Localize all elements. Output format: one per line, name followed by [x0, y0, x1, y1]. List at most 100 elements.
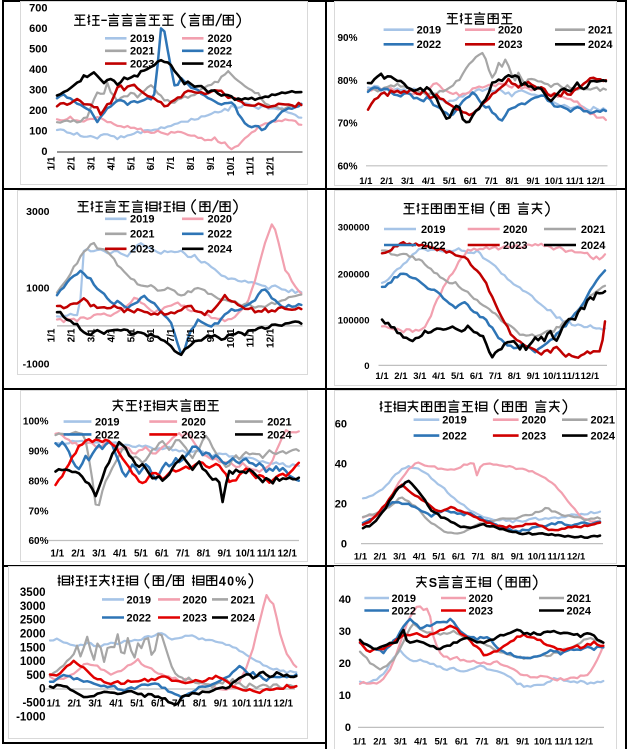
svg-text:2020: 2020	[469, 593, 493, 605]
svg-text:9/1: 9/1	[527, 371, 541, 382]
svg-text:1/1: 1/1	[353, 736, 367, 747]
svg-text:30: 30	[339, 626, 351, 638]
svg-text:9/1: 9/1	[206, 328, 217, 342]
svg-text:2021: 2021	[567, 593, 591, 605]
svg-text:11/1: 11/1	[548, 551, 567, 562]
svg-text:8/1: 8/1	[186, 156, 197, 170]
svg-text:2022: 2022	[208, 46, 232, 58]
svg-text:300: 300	[29, 85, 47, 97]
svg-text:2024: 2024	[267, 429, 292, 441]
svg-text:70%: 70%	[28, 506, 48, 517]
svg-text:8/1: 8/1	[496, 736, 510, 747]
svg-text:2019: 2019	[417, 25, 441, 37]
svg-text:9/1: 9/1	[526, 176, 540, 186]
svg-text:2021: 2021	[267, 417, 291, 429]
svg-text:2022: 2022	[421, 240, 445, 252]
svg-text:5/1: 5/1	[451, 371, 465, 382]
svg-text:2/1: 2/1	[394, 371, 408, 382]
svg-text:7/1: 7/1	[475, 736, 489, 747]
svg-text:10/1: 10/1	[528, 551, 547, 562]
svg-text:2022: 2022	[442, 431, 466, 443]
svg-text:2/1: 2/1	[380, 176, 394, 186]
svg-text:0: 0	[227, 575, 234, 589]
svg-text:500: 500	[29, 44, 47, 56]
svg-text:200: 200	[29, 105, 47, 117]
svg-text:2/1: 2/1	[373, 551, 387, 562]
svg-text:2000: 2000	[20, 629, 46, 641]
svg-text:1/1: 1/1	[47, 328, 58, 342]
svg-text:5/1: 5/1	[126, 328, 137, 342]
svg-text:12/1: 12/1	[266, 156, 277, 176]
svg-text:100: 100	[29, 126, 47, 138]
svg-text:7/1: 7/1	[166, 156, 177, 170]
svg-text:4/1: 4/1	[413, 551, 427, 562]
svg-text:2500: 2500	[20, 615, 46, 627]
svg-text:7/1: 7/1	[471, 551, 485, 562]
svg-text:2023: 2023	[469, 605, 493, 617]
svg-text:3/1: 3/1	[394, 736, 408, 747]
svg-text:4/1: 4/1	[106, 328, 117, 342]
svg-text:3/1: 3/1	[92, 549, 106, 560]
svg-text:80%: 80%	[28, 476, 48, 487]
svg-text:1/1: 1/1	[47, 699, 61, 710]
svg-text:12/1: 12/1	[277, 549, 297, 560]
svg-text:9/1: 9/1	[511, 551, 525, 562]
svg-text:0: 0	[364, 361, 369, 372]
svg-text:5/1: 5/1	[126, 156, 137, 170]
svg-text:2023: 2023	[183, 612, 207, 624]
svg-text:1000: 1000	[20, 656, 46, 668]
svg-text:3/1: 3/1	[87, 156, 98, 170]
svg-text:2019: 2019	[392, 593, 416, 605]
svg-text:2021: 2021	[130, 46, 154, 58]
svg-text:%: %	[235, 575, 246, 589]
svg-text:11/1: 11/1	[555, 736, 574, 747]
svg-text:10/1: 10/1	[543, 371, 562, 382]
svg-text:2022: 2022	[417, 39, 441, 51]
svg-text:6/1: 6/1	[155, 549, 169, 560]
svg-text:6/1: 6/1	[151, 699, 165, 710]
svg-text:12/1: 12/1	[575, 736, 594, 747]
svg-text:5/1: 5/1	[432, 551, 446, 562]
svg-text:8/1: 8/1	[505, 176, 519, 186]
svg-text:7/1: 7/1	[176, 549, 190, 560]
svg-text:-1000: -1000	[16, 711, 45, 723]
svg-text:20: 20	[335, 498, 347, 510]
svg-text:4/1: 4/1	[414, 736, 428, 747]
svg-text:2/1: 2/1	[67, 328, 78, 342]
svg-text:12/1: 12/1	[567, 551, 586, 562]
svg-text:80%: 80%	[337, 76, 357, 87]
svg-text:2022: 2022	[127, 612, 151, 624]
svg-text:2021: 2021	[130, 229, 154, 241]
svg-text:60%: 60%	[337, 162, 357, 173]
svg-text:1/1: 1/1	[47, 156, 58, 170]
svg-text:90%: 90%	[337, 33, 357, 44]
svg-text:100%: 100%	[23, 417, 49, 428]
svg-text:2023: 2023	[522, 431, 546, 443]
svg-text:11/1: 11/1	[257, 549, 276, 560]
svg-text:0: 0	[345, 722, 351, 734]
svg-text:1/1: 1/1	[359, 176, 373, 186]
svg-text:11/1: 11/1	[562, 371, 581, 382]
svg-text:500: 500	[26, 670, 45, 682]
svg-text:10/1: 10/1	[226, 156, 237, 176]
svg-text:5/1: 5/1	[134, 549, 148, 560]
svg-text:6/1: 6/1	[146, 328, 157, 342]
svg-text:4/1: 4/1	[422, 176, 436, 186]
svg-text:S: S	[429, 576, 437, 590]
svg-text:2021: 2021	[581, 224, 605, 236]
svg-text:7/1: 7/1	[166, 328, 177, 342]
svg-text:3000: 3000	[20, 601, 46, 613]
svg-text:5/1: 5/1	[434, 736, 448, 747]
svg-text:2024: 2024	[231, 612, 256, 624]
svg-text:2/1: 2/1	[373, 736, 387, 747]
svg-text:2019: 2019	[442, 415, 466, 427]
svg-text:9/1: 9/1	[516, 736, 530, 747]
svg-text:-1000: -1000	[23, 359, 50, 371]
svg-text:1/1: 1/1	[354, 551, 368, 562]
svg-text:7/1: 7/1	[489, 371, 503, 382]
svg-text:2019: 2019	[130, 33, 154, 45]
svg-text:6/1: 6/1	[470, 371, 484, 382]
svg-text:8/1: 8/1	[186, 328, 197, 342]
svg-text:2020: 2020	[183, 594, 207, 606]
svg-text:9/1: 9/1	[218, 549, 232, 560]
